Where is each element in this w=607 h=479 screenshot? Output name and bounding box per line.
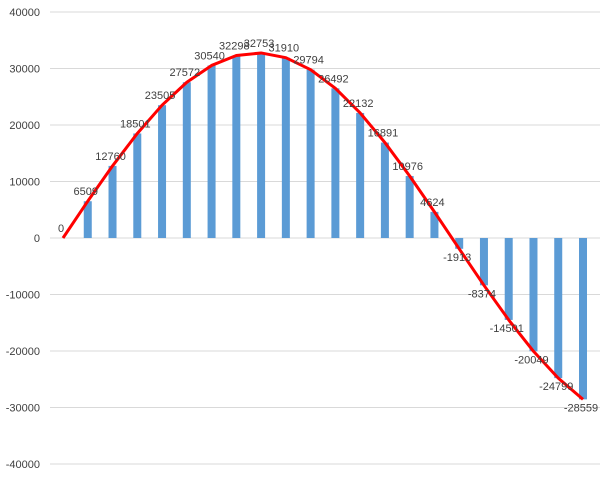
- bar: [83, 201, 92, 238]
- bar: [430, 211, 439, 238]
- data-label: 12760: [95, 151, 126, 163]
- data-label: 6509: [74, 186, 98, 198]
- data-label: 32753: [244, 38, 275, 50]
- y-tick-label: 20000: [9, 120, 40, 132]
- bar: [182, 82, 191, 238]
- bar: [331, 88, 340, 239]
- data-label: 29794: [293, 55, 324, 67]
- data-label: 4624: [420, 197, 444, 209]
- data-label: 27572: [170, 67, 201, 79]
- gridlines: [50, 11, 600, 465]
- y-tick-label: 10000: [9, 177, 40, 189]
- bar: [108, 165, 117, 238]
- data-label: 30540: [194, 50, 225, 62]
- y-tick-label: -10000: [6, 290, 40, 302]
- data-label: 23505: [145, 90, 176, 102]
- y-tick-label: -20000: [6, 346, 40, 358]
- bar: [232, 55, 241, 239]
- bar: [133, 133, 142, 238]
- data-label: -14501: [490, 323, 524, 335]
- data-label: 32298: [219, 41, 250, 53]
- bar: [479, 238, 488, 286]
- bar-series: [83, 52, 587, 400]
- bar: [405, 175, 414, 238]
- bar: [257, 52, 266, 238]
- bar: [529, 238, 538, 352]
- y-tick-label: -30000: [6, 403, 40, 415]
- data-label: -8374: [468, 288, 496, 300]
- line-series: [61, 51, 584, 401]
- data-label: 31910: [269, 43, 300, 55]
- y-axis-labels: 40000 30000 20000 10000 0 -10000 -20000 -30000 -…: [6, 7, 40, 471]
- bar: [455, 238, 464, 249]
- bar: [504, 238, 513, 320]
- data-label: -24799: [539, 381, 573, 393]
- bar: [207, 65, 216, 238]
- bar: [281, 57, 290, 239]
- bar: [380, 142, 389, 238]
- data-label: -28559: [564, 402, 598, 414]
- data-label: 22132: [343, 98, 374, 110]
- data-labels: 0 6509 12760 18501 23505 27572 305403229832753…: [58, 38, 598, 414]
- line-path: [61, 51, 584, 401]
- data-label: 16891: [368, 128, 399, 140]
- bar: [306, 69, 315, 238]
- data-label: -1913: [443, 252, 471, 264]
- bar: [554, 238, 563, 379]
- bar: [158, 105, 167, 238]
- y-tick-label: -40000: [6, 459, 40, 471]
- y-tick-label: 30000: [9, 64, 40, 76]
- data-label: 10976: [392, 161, 423, 173]
- data-label: 18501: [120, 118, 151, 130]
- data-label: -20049: [514, 354, 548, 366]
- data-label: 0: [58, 223, 64, 235]
- y-tick-label: 40000: [9, 7, 40, 19]
- bar: [356, 112, 365, 238]
- data-label: 26492: [318, 73, 349, 85]
- bar: [579, 238, 587, 400]
- y-tick-label: 0: [34, 233, 40, 245]
